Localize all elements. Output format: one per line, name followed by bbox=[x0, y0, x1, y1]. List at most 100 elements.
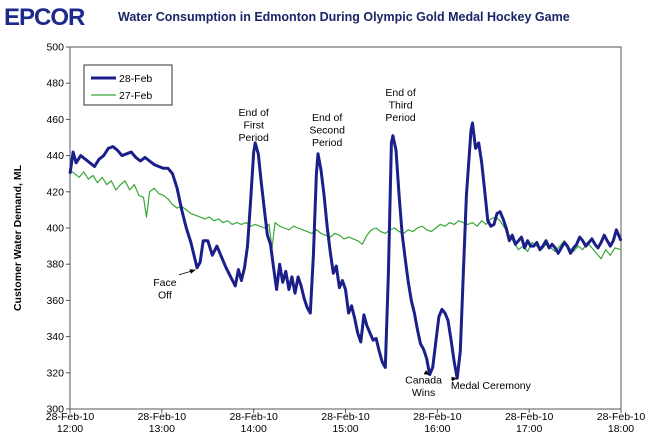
x-tick-label-date: 28-Feb-10 bbox=[229, 411, 278, 423]
data-point-27-feb bbox=[444, 225, 446, 227]
data-point-27-feb bbox=[371, 229, 372, 231]
data-point-27-feb bbox=[149, 191, 151, 193]
data-point-28-feb bbox=[487, 220, 489, 222]
data-point-28-feb bbox=[309, 312, 311, 314]
data-point-28-feb bbox=[407, 281, 409, 283]
data-point-27-feb bbox=[430, 231, 432, 233]
data-point-28-feb bbox=[410, 299, 412, 301]
data-point-27-feb bbox=[384, 232, 386, 234]
legend-label-28-feb: 28-Feb bbox=[119, 73, 152, 85]
data-point-28-feb bbox=[89, 162, 91, 164]
data-point-27-feb bbox=[74, 173, 76, 175]
data-point-27-feb bbox=[366, 234, 368, 236]
data-point-27-feb bbox=[97, 182, 98, 184]
data-point-28-feb bbox=[579, 236, 581, 238]
data-point-27-feb bbox=[426, 229, 428, 231]
data-point-27-feb bbox=[110, 180, 112, 182]
y-tick-label: 500 bbox=[46, 42, 64, 54]
data-point-28-feb bbox=[250, 200, 252, 202]
data-point-28-feb bbox=[320, 169, 322, 171]
data-point-28-feb bbox=[420, 343, 421, 345]
data-point-28-feb bbox=[297, 276, 299, 278]
data-point-28-feb bbox=[317, 153, 319, 155]
data-point-28-feb bbox=[300, 285, 302, 287]
y-tick-label: 440 bbox=[46, 150, 64, 162]
data-point-28-feb bbox=[116, 149, 118, 151]
data-point-28-feb bbox=[98, 158, 100, 160]
data-point-27-feb bbox=[153, 187, 155, 189]
data-point-27-feb bbox=[605, 249, 607, 251]
data-point-28-feb bbox=[372, 339, 374, 341]
data-point-28-feb bbox=[438, 316, 440, 318]
data-point-28-feb bbox=[139, 160, 141, 162]
data-point-28-feb bbox=[588, 242, 590, 243]
data-point-28-feb bbox=[326, 225, 328, 227]
data-point-28-feb bbox=[511, 234, 513, 236]
data-point-28-feb bbox=[270, 243, 271, 245]
data-point-27-feb bbox=[185, 209, 187, 211]
x-tick-label-time: 15:00 bbox=[332, 423, 358, 435]
data-point-27-feb bbox=[83, 171, 85, 173]
data-point-28-feb bbox=[582, 240, 584, 242]
data-point-28-feb bbox=[533, 245, 535, 247]
data-point-28-feb bbox=[447, 319, 449, 321]
data-point-27-feb bbox=[222, 222, 224, 224]
data-point-28-feb bbox=[185, 227, 187, 229]
data-point-28-feb bbox=[253, 151, 255, 153]
chart-title: Water Consumption in Edmonton During Oly… bbox=[118, 10, 570, 24]
data-point-27-feb bbox=[352, 238, 354, 240]
y-tick-label: 480 bbox=[46, 78, 64, 90]
data-point-27-feb bbox=[563, 240, 565, 242]
data-point-27-feb bbox=[582, 249, 584, 251]
x-tick-label-time: 18:00 bbox=[608, 423, 634, 435]
data-point-28-feb bbox=[435, 341, 437, 343]
data-point-27-feb bbox=[124, 180, 126, 182]
data-point-28-feb bbox=[266, 234, 268, 236]
data-point-28-feb bbox=[199, 261, 201, 263]
data-point-28-feb bbox=[502, 218, 504, 220]
data-point-27-feb bbox=[348, 236, 350, 238]
data-point-28-feb bbox=[341, 280, 343, 281]
data-point-27-feb bbox=[302, 229, 304, 231]
data-point-27-feb bbox=[361, 243, 363, 245]
data-point-28-feb bbox=[162, 167, 164, 169]
data-point-28-feb bbox=[392, 135, 394, 137]
data-point-28-feb bbox=[398, 194, 400, 196]
data-point-27-feb bbox=[380, 231, 382, 233]
data-point-27-feb bbox=[172, 204, 173, 205]
data-point-28-feb bbox=[306, 307, 308, 309]
data-point-28-feb bbox=[478, 142, 480, 144]
data-point-28-feb bbox=[508, 240, 510, 242]
data-point-28-feb bbox=[260, 182, 262, 184]
data-point-28-feb bbox=[130, 151, 132, 153]
data-point-27-feb bbox=[453, 223, 455, 225]
annotation-text: First bbox=[243, 119, 263, 131]
annotation-arrowhead bbox=[423, 370, 430, 375]
data-point-27-feb bbox=[274, 222, 276, 224]
data-point-28-feb bbox=[69, 173, 71, 175]
data-point-28-feb bbox=[404, 258, 406, 260]
x-tick-label-time: 17:00 bbox=[516, 423, 542, 435]
data-point-28-feb bbox=[144, 156, 146, 158]
data-point-28-feb bbox=[615, 229, 617, 231]
annotation-text: Wins bbox=[412, 387, 435, 399]
data-point-27-feb bbox=[138, 194, 140, 196]
chart-series bbox=[68, 121, 623, 380]
data-point-28-feb bbox=[263, 209, 265, 211]
data-point-27-feb bbox=[559, 245, 561, 247]
data-point-28-feb bbox=[369, 332, 371, 334]
data-point-28-feb bbox=[459, 350, 461, 352]
data-point-28-feb bbox=[363, 314, 365, 316]
data-point-28-feb bbox=[294, 292, 296, 294]
data-point-27-feb bbox=[481, 220, 483, 222]
data-point-27-feb bbox=[120, 184, 121, 186]
data-point-28-feb bbox=[518, 240, 519, 242]
y-tick-label: 420 bbox=[46, 186, 64, 198]
data-point-28-feb bbox=[94, 166, 95, 167]
data-point-28-feb bbox=[499, 211, 501, 213]
data-point-27-feb bbox=[236, 222, 238, 224]
annotation-text: Off bbox=[158, 289, 172, 301]
x-tick-label-time: 16:00 bbox=[424, 423, 450, 435]
data-point-28-feb bbox=[273, 267, 275, 269]
